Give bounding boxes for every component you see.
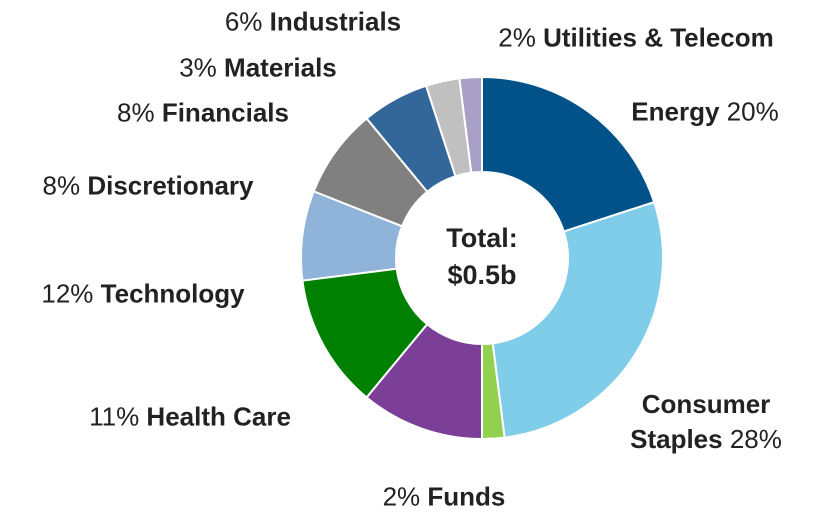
- category-name: Materials: [224, 52, 337, 83]
- center-label: $0.5b: [447, 260, 516, 290]
- slice: [481, 75, 656, 233]
- slice-label: 2% Utilities & Telecom: [498, 21, 774, 56]
- slice: [365, 84, 457, 194]
- category-name: Funds: [427, 481, 506, 512]
- slice-label: 8% Financials: [117, 96, 289, 131]
- category-name: Health Care: [146, 401, 291, 432]
- slice-label: 12% Technology: [41, 277, 244, 312]
- value-label: 11%: [89, 401, 140, 432]
- slice: [365, 322, 483, 441]
- value-label: 12%: [41, 278, 94, 309]
- value-label: 3%: [179, 52, 217, 83]
- slice-label: 2% Funds: [383, 480, 506, 515]
- slice: [300, 190, 404, 282]
- slice: [301, 267, 429, 399]
- value-label: 2%: [382, 481, 421, 512]
- slice: [312, 117, 429, 228]
- category-name: Discretionary: [87, 170, 254, 201]
- value-label: 6%: [224, 6, 263, 37]
- slice-label: Energy 20%: [631, 95, 778, 130]
- value-label: 20%: [726, 96, 779, 127]
- slice-label: Consumer Staples 28%: [616, 387, 796, 457]
- value-label: 8%: [117, 97, 155, 128]
- center-label: Total:: [446, 223, 517, 253]
- category-name: Financials: [161, 97, 289, 128]
- category-name: Consumer Staples: [630, 389, 771, 454]
- category-name: Energy: [631, 96, 720, 127]
- slice-label: 11% Health Care: [89, 400, 291, 435]
- slice-label: 6% Industrials: [225, 5, 401, 40]
- slice: [424, 77, 473, 178]
- value-label: 28%: [729, 424, 782, 454]
- value-label: 8%: [42, 170, 81, 201]
- category-name: Industrials: [269, 6, 402, 37]
- slice-label: 3% Materials: [179, 51, 337, 86]
- slice: [491, 200, 664, 439]
- category-name: Technology: [100, 278, 245, 309]
- category-name: Utilities & Telecom: [543, 22, 774, 53]
- slice-label: 8% Discretionary: [43, 169, 254, 204]
- value-label: 2%: [498, 22, 536, 53]
